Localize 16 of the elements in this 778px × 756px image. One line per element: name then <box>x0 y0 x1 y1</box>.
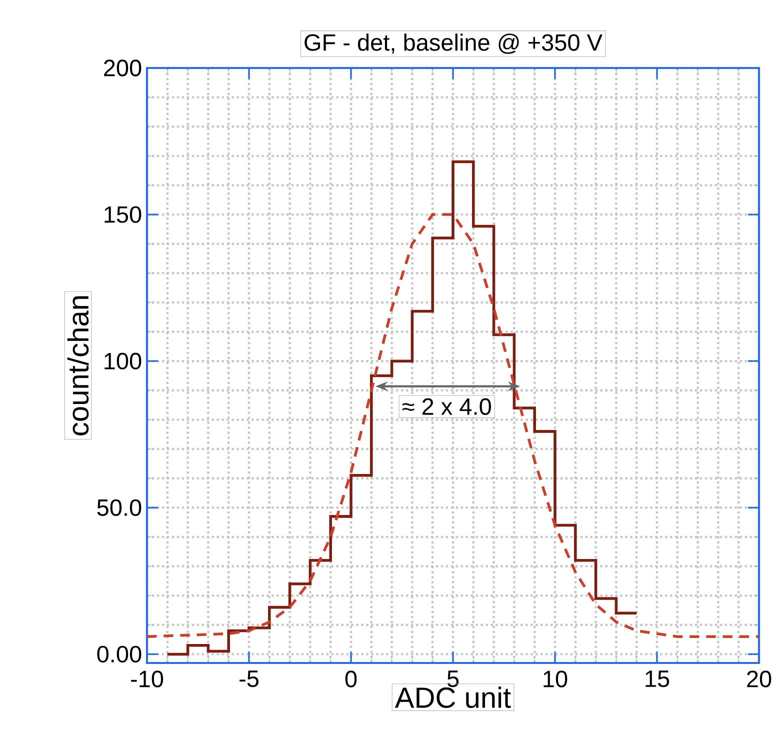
y-tick-label: 200 <box>104 60 142 76</box>
x-tick-label: 5 <box>447 670 459 688</box>
annotation: ≈ 2 x 4.0 <box>402 398 491 415</box>
y-tick-label: 50.0 <box>97 499 142 516</box>
y-tick-label: 100 <box>104 352 142 370</box>
chart-title: GF - det, baseline @ +350 V <box>304 34 602 54</box>
y-tick-label: 0.00 <box>97 646 142 663</box>
x-tick-label: 0 <box>345 670 357 688</box>
x-tick-label: -10 <box>131 670 164 688</box>
x-tick-label: 20 <box>747 670 772 688</box>
x-tick-label: -5 <box>240 670 258 688</box>
x-axis-title: ADC unit <box>394 686 511 708</box>
y-axis-title: count/chan <box>67 296 89 436</box>
x-tick-label: 15 <box>646 670 670 688</box>
x-tick-label: 10 <box>544 670 568 688</box>
y-tick-label: 150 <box>104 206 142 223</box>
